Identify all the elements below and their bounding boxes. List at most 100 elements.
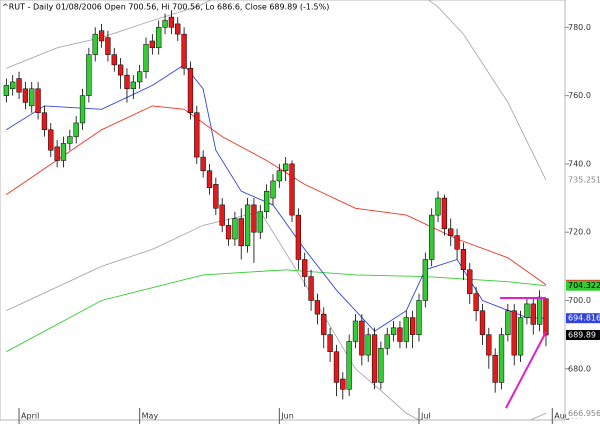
candle-body <box>29 88 35 107</box>
candle-body <box>187 68 194 113</box>
last-value-box <box>566 313 600 324</box>
candle-body <box>213 184 219 209</box>
candle-body <box>244 204 251 247</box>
candle-body <box>505 310 511 335</box>
plot-frame <box>0 0 566 421</box>
candle-body <box>111 54 117 66</box>
candle-body <box>92 33 98 55</box>
candle-body <box>48 129 54 151</box>
candle-body <box>467 269 473 294</box>
candle-body <box>156 27 162 49</box>
candle-body <box>67 136 73 144</box>
candle-body <box>536 296 543 325</box>
candle-body <box>308 276 314 301</box>
candle-body <box>517 317 524 356</box>
indicator-line <box>6 269 547 353</box>
candle-body <box>86 54 92 96</box>
candle-body <box>302 259 308 277</box>
candle-body <box>35 88 41 113</box>
y-tick-label: 700.0 <box>568 296 591 305</box>
x-tick-label: May <box>142 412 159 421</box>
last-value-label: 735.251 <box>568 176 600 185</box>
candle-body <box>416 300 422 335</box>
candle-body <box>409 317 416 335</box>
candle-body <box>448 228 454 236</box>
last-value-box <box>566 408 600 419</box>
candle-body <box>206 170 213 189</box>
candle-body <box>327 334 333 352</box>
last-value-label: 689.89 <box>568 331 596 340</box>
candle-body <box>460 249 467 271</box>
candle-body <box>79 95 86 124</box>
plot-area <box>3 0 549 420</box>
candle-body <box>124 74 130 90</box>
candle-body <box>473 293 479 311</box>
candle-body <box>257 211 263 233</box>
candle-body <box>251 204 257 233</box>
support-line <box>505 331 547 409</box>
y-tick-label: 720.0 <box>568 228 591 237</box>
candle-body <box>117 64 124 76</box>
candle-body <box>511 310 517 356</box>
candle-body <box>130 81 136 90</box>
candle-body <box>168 16 175 28</box>
candle-body <box>143 44 149 72</box>
candle-body <box>422 259 428 301</box>
indicator-line <box>6 211 547 420</box>
last-value-box <box>566 330 600 341</box>
candle-body <box>232 218 238 240</box>
candle-body <box>429 214 435 260</box>
candle-body <box>340 378 346 390</box>
last-value-label: 666.956 <box>568 409 600 418</box>
candle-body <box>498 334 505 383</box>
candle-body <box>283 163 289 171</box>
candle-body <box>22 88 29 103</box>
candle-body <box>314 300 321 315</box>
candle-body <box>441 197 448 230</box>
candle-body <box>479 310 486 335</box>
y-tick-label: 740.0 <box>568 159 591 168</box>
x-tick-label: April <box>21 412 39 421</box>
candle-body <box>524 303 530 318</box>
candle-body <box>219 204 225 226</box>
candle-body <box>543 298 549 336</box>
candle-body <box>276 170 282 182</box>
candle-body <box>371 334 378 383</box>
candle-body <box>10 81 16 90</box>
candle-body <box>181 33 187 69</box>
candle-body <box>73 122 79 137</box>
candle-body <box>384 334 390 349</box>
candle-body <box>270 180 276 199</box>
candle-body <box>352 320 359 342</box>
y-tick-label: 780.0 <box>568 23 591 32</box>
y-tick-label: 680.0 <box>568 364 591 373</box>
candle-body <box>530 303 536 325</box>
candle-body <box>492 354 498 383</box>
last-value-box <box>566 280 600 291</box>
candle-body <box>238 218 244 247</box>
candle-body <box>225 225 232 240</box>
last-value-label: 704.322 <box>568 281 600 290</box>
candle-body <box>41 112 48 131</box>
candle-body <box>149 40 156 49</box>
x-tick-label: Jun <box>280 412 294 421</box>
candle-body <box>346 341 352 390</box>
candle-body <box>321 313 327 335</box>
candle-body <box>98 30 105 42</box>
candle-body <box>390 327 397 335</box>
chart-title: ^RUT - Daily 01/08/2006 Open 700.56, Hi … <box>2 3 329 12</box>
candle-body <box>200 156 206 171</box>
candle-body <box>3 85 9 96</box>
candle-body <box>365 334 371 356</box>
candle-body <box>60 143 67 161</box>
candle-body <box>175 23 181 35</box>
candle-body <box>137 71 143 83</box>
last-value-box <box>566 175 600 186</box>
candle-body <box>295 214 302 260</box>
candle-body <box>486 334 492 356</box>
candle-body <box>289 163 295 216</box>
candle-body <box>454 235 460 250</box>
candle-body <box>333 351 340 383</box>
last-value-label: 694.816 <box>568 314 600 323</box>
